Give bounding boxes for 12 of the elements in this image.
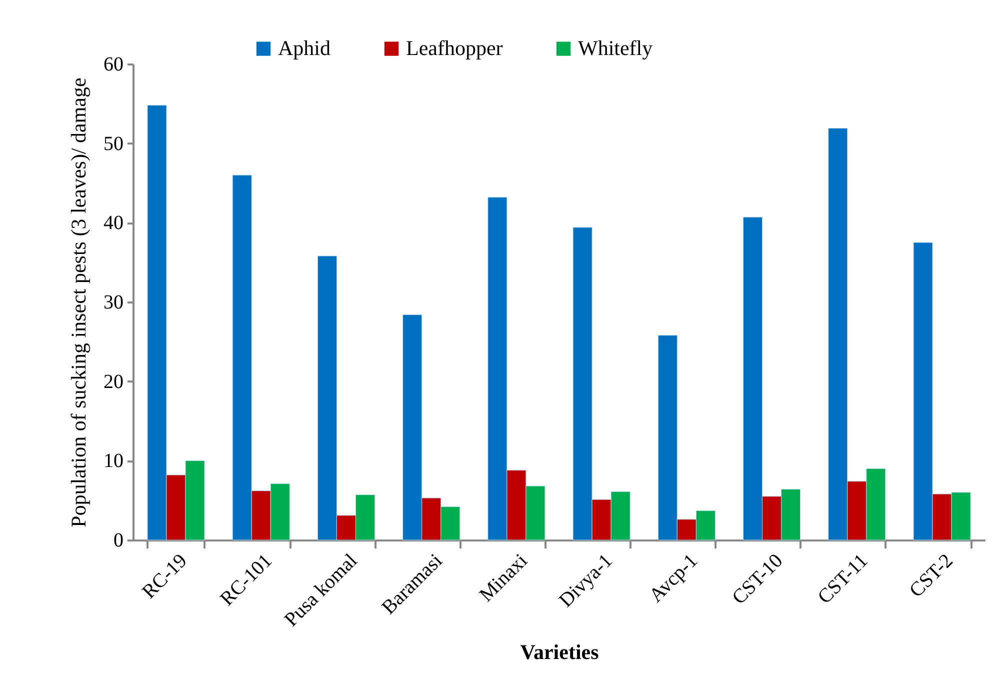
y-tick-label: 30: [104, 292, 124, 314]
y-tick-label: 50: [104, 132, 124, 155]
legend-label: Aphid: [278, 36, 331, 60]
y-axis-title: Population of sucking insect pests (3 leaves)/ damage: [66, 78, 90, 528]
x-axis-title: Varieties: [520, 640, 599, 664]
legend-label: Whitefly: [578, 36, 654, 60]
y-tick-label: 40: [104, 212, 124, 234]
legend-label: Leafhopper: [406, 36, 503, 60]
y-tick-label: 60: [104, 54, 124, 76]
y-tick-label: 0: [114, 530, 124, 552]
y-tick-label: 10: [104, 450, 124, 472]
y-tick-label: 20: [104, 370, 124, 393]
